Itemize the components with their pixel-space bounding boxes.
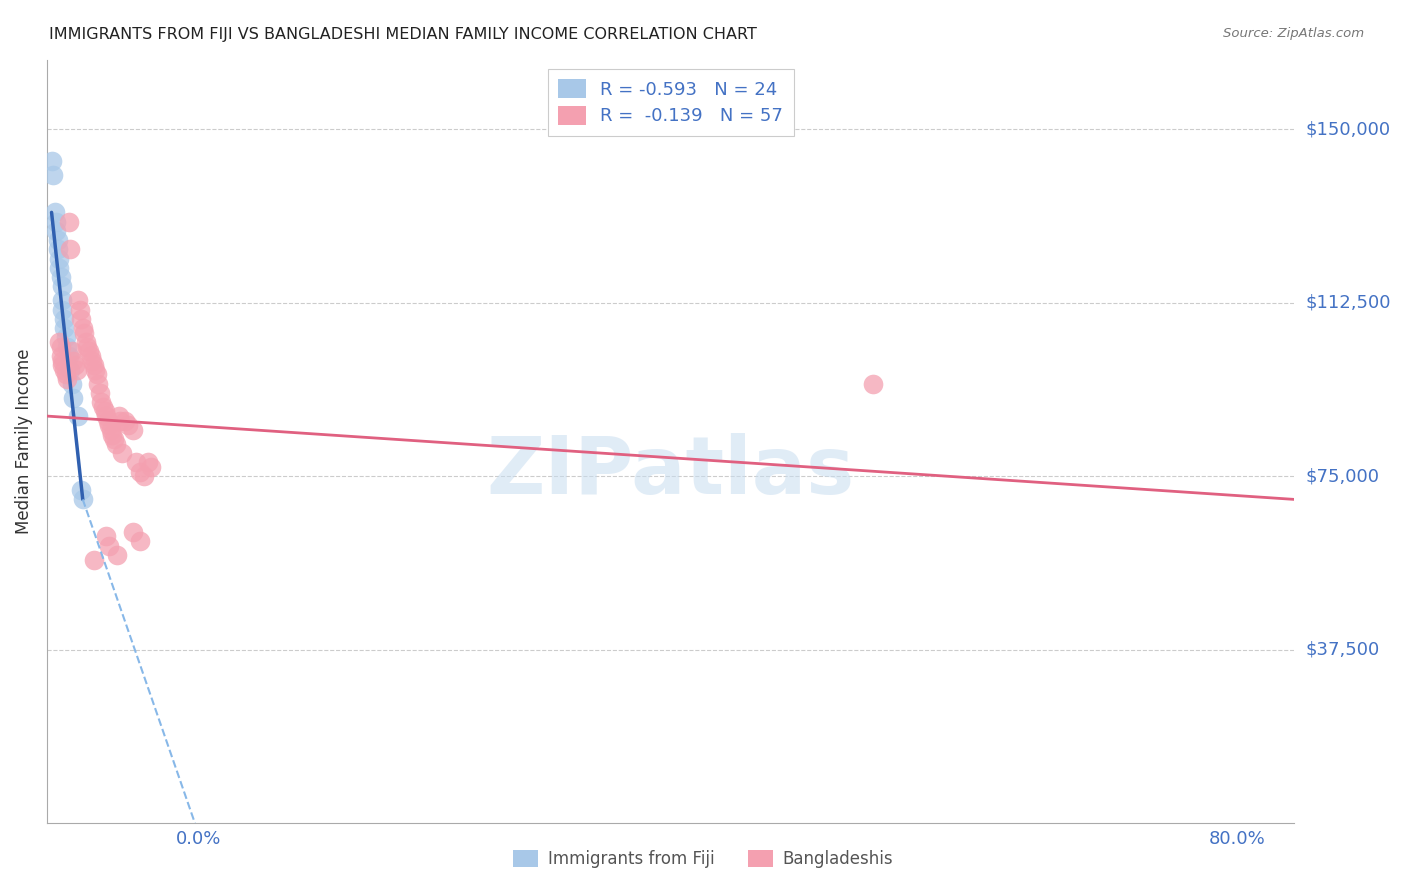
Point: [49, 340, 72, 354]
Point: [48, 334, 70, 349]
Point: [53, 321, 76, 335]
Legend: Immigrants from Fiji, Bangladeshis: Immigrants from Fiji, Bangladeshis: [506, 843, 900, 875]
Point: [59, 243, 82, 257]
Point: [82, 353, 104, 368]
Point: [51, 358, 73, 372]
Point: [56, 372, 79, 386]
Point: [129, 465, 152, 479]
Point: [98, 539, 121, 553]
Point: [101, 427, 124, 442]
Point: [59, 363, 82, 377]
Point: [90, 395, 112, 409]
Point: [93, 404, 115, 418]
Point: [49, 270, 72, 285]
Point: [60, 376, 83, 391]
Text: ZIPatlas: ZIPatlas: [486, 434, 855, 511]
Point: [58, 214, 80, 228]
Point: [75, 334, 97, 349]
Point: [77, 344, 100, 359]
Point: [100, 423, 122, 437]
Point: [67, 293, 90, 308]
Point: [103, 432, 125, 446]
Point: [41, 154, 63, 169]
Point: [83, 552, 105, 566]
Point: [111, 446, 134, 460]
Point: [125, 455, 148, 469]
Point: [45, 214, 67, 228]
Point: [62, 353, 84, 368]
Point: [94, 529, 117, 543]
Point: [97, 414, 120, 428]
Point: [60, 344, 83, 359]
Y-axis label: Median Family Income: Median Family Income: [15, 349, 32, 534]
Point: [87, 376, 110, 391]
Point: [58, 349, 80, 363]
Text: $112,500: $112,500: [1306, 293, 1391, 311]
Point: [67, 409, 90, 423]
Point: [53, 311, 76, 326]
Point: [83, 358, 105, 372]
Text: $37,500: $37,500: [1306, 640, 1379, 659]
Point: [51, 279, 73, 293]
Point: [51, 293, 73, 308]
Text: 80.0%: 80.0%: [1209, 830, 1265, 847]
Point: [86, 368, 108, 382]
Point: [862, 376, 884, 391]
Point: [72, 492, 94, 507]
Text: Source: ZipAtlas.com: Source: ZipAtlas.com: [1223, 27, 1364, 40]
Point: [62, 391, 84, 405]
Point: [70, 483, 93, 497]
Point: [48, 252, 70, 266]
Point: [114, 414, 136, 428]
Point: [141, 460, 163, 475]
Point: [53, 363, 76, 377]
Text: $150,000: $150,000: [1306, 120, 1391, 138]
Point: [105, 548, 128, 562]
Point: [72, 321, 94, 335]
Point: [121, 524, 143, 539]
Point: [51, 353, 73, 368]
Point: [46, 233, 69, 247]
Point: [46, 243, 69, 257]
Point: [48, 260, 70, 275]
Point: [136, 455, 159, 469]
Point: [76, 340, 98, 354]
Point: [49, 349, 72, 363]
Point: [55, 330, 77, 344]
Point: [84, 363, 107, 377]
Point: [45, 224, 67, 238]
Legend: R = -0.593   N = 24, R =  -0.139   N = 57: R = -0.593 N = 24, R = -0.139 N = 57: [547, 69, 793, 136]
Point: [55, 368, 77, 382]
Text: 0.0%: 0.0%: [176, 830, 221, 847]
Point: [51, 302, 73, 317]
Point: [91, 400, 114, 414]
Point: [89, 386, 111, 401]
Point: [42, 169, 65, 183]
Point: [107, 409, 129, 423]
Text: IMMIGRANTS FROM FIJI VS BANGLADESHI MEDIAN FAMILY INCOME CORRELATION CHART: IMMIGRANTS FROM FIJI VS BANGLADESHI MEDI…: [49, 27, 756, 42]
Point: [56, 340, 79, 354]
Point: [132, 469, 155, 483]
Point: [70, 311, 93, 326]
Point: [108, 414, 131, 428]
Point: [121, 423, 143, 437]
Point: [129, 534, 152, 549]
Point: [117, 418, 139, 433]
Point: [69, 302, 91, 317]
Point: [73, 326, 96, 340]
Point: [63, 358, 86, 372]
Point: [65, 363, 87, 377]
Point: [79, 349, 101, 363]
Point: [44, 205, 66, 219]
Point: [94, 409, 117, 423]
Point: [104, 437, 127, 451]
Text: $75,000: $75,000: [1306, 467, 1379, 485]
Point: [98, 418, 121, 433]
